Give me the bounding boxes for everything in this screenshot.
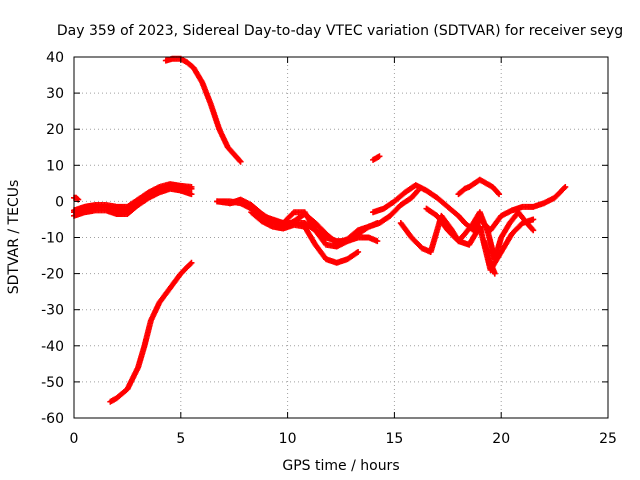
data-point <box>374 220 381 227</box>
data-point <box>374 238 381 245</box>
data-point <box>187 260 194 267</box>
y-tick-label: -50 <box>41 375 64 391</box>
y-tick-label: 40 <box>46 50 64 66</box>
grid-lines <box>74 57 608 418</box>
data-point <box>353 249 360 256</box>
data-point <box>236 157 243 164</box>
data-point <box>530 216 537 223</box>
data-point <box>495 190 502 197</box>
data-point <box>561 185 568 192</box>
series-arc-n <box>455 176 503 198</box>
data-point <box>237 158 244 165</box>
series-arc-j <box>370 153 383 163</box>
data-point <box>562 183 569 190</box>
data-point <box>188 259 195 266</box>
x-tick-label: 0 <box>70 431 79 447</box>
series-arc-i <box>248 209 362 266</box>
data-point <box>74 195 81 202</box>
chart-title: Day 359 of 2023, Sidereal Day-to-day VTE… <box>57 23 623 39</box>
y-tick-label: -40 <box>41 339 64 355</box>
data-point <box>188 191 195 198</box>
y-axis-title: SDTVAR / TECUs <box>6 180 22 295</box>
tick-labels: 0 5 10 15 20 25 -60 -50 -40 -30 -20 -10 0 10 20 30 40 <box>41 50 617 447</box>
x-tick-label: 20 <box>492 431 510 447</box>
y-tick-label: -10 <box>41 231 64 247</box>
y-tick-label: 30 <box>46 86 64 102</box>
plot-area <box>71 55 569 405</box>
data-point <box>529 226 536 233</box>
series-arc-c <box>71 181 195 214</box>
series-arc-d <box>107 259 195 405</box>
series-arc-o <box>481 238 498 277</box>
x-tick-label: 5 <box>176 431 185 447</box>
data-point <box>188 183 195 190</box>
data-point <box>376 153 383 160</box>
x-tick-label: 15 <box>385 431 403 447</box>
data-point <box>496 191 503 198</box>
data-point <box>530 227 537 234</box>
y-tick-label: 10 <box>46 158 64 174</box>
x-tick-label: 10 <box>279 431 297 447</box>
y-tick-label: -20 <box>41 267 64 283</box>
plot-frame <box>73 56 609 419</box>
y-tick-label: 0 <box>55 194 64 210</box>
x-tick-label: 25 <box>599 431 617 447</box>
series-arc-b <box>71 185 195 219</box>
x-axis-title: GPS time / hours <box>282 458 399 474</box>
y-tick-label: 20 <box>46 122 64 138</box>
data-point <box>413 188 420 195</box>
y-tick-label: -30 <box>41 303 64 319</box>
y-tick-label: -60 <box>41 411 64 427</box>
series-arc-e <box>162 55 244 165</box>
data-point <box>491 270 498 277</box>
data-point <box>355 248 362 255</box>
series-arc-h <box>226 196 381 250</box>
